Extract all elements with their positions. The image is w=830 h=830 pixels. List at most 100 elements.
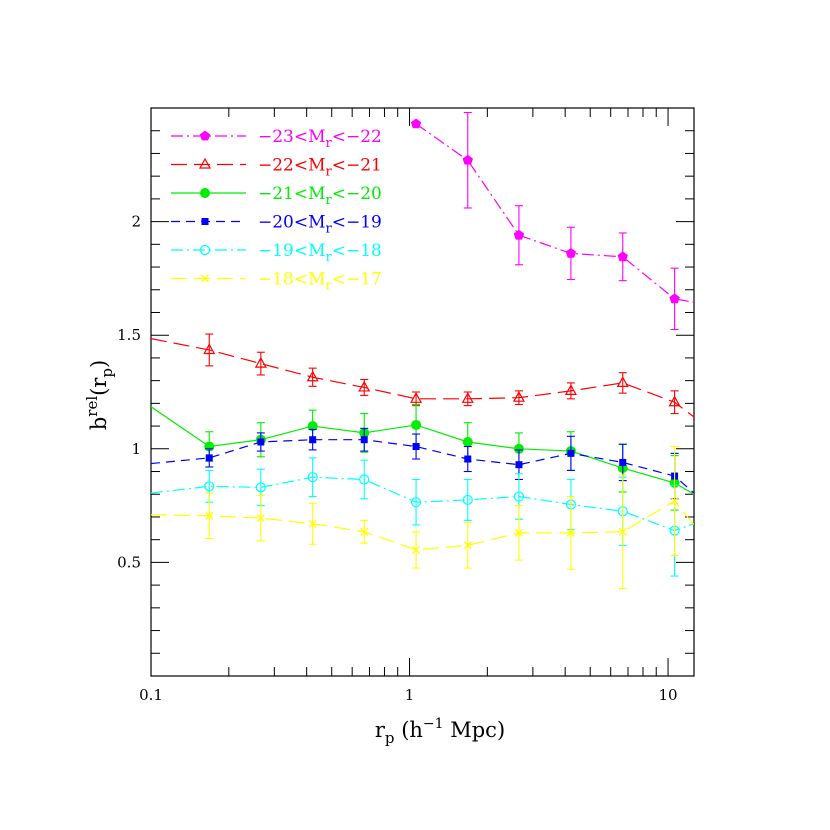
error-bar (360, 459, 369, 500)
data-point-marker (513, 491, 525, 502)
y-tick-label: 1.5 (117, 326, 141, 344)
data-point-marker (307, 472, 318, 483)
data-point-marker (566, 528, 575, 537)
data-point-marker (201, 274, 209, 283)
legend-label: −18<Mr<−17 (258, 270, 382, 294)
data-point-marker (360, 527, 369, 536)
data-point-marker (306, 370, 319, 382)
data-point-marker (668, 395, 681, 407)
series-line (151, 476, 694, 532)
data-point-marker (462, 436, 473, 447)
data-point-marker (204, 481, 215, 492)
series-line (151, 406, 694, 495)
marker-stroke (463, 541, 472, 550)
data-point-marker (565, 247, 577, 258)
legend-item: −18<Mr<−17 (171, 270, 382, 294)
series-6 (151, 445, 694, 590)
data-point-marker (410, 497, 422, 508)
data-point-marker (617, 251, 628, 262)
data-point-marker (200, 188, 210, 198)
marker-stroke (205, 511, 214, 520)
data-point-marker (462, 494, 473, 506)
legend-label: −22<Mr<−21 (258, 156, 382, 180)
y-axis-label: brel(rp) (83, 360, 116, 430)
data-point-marker (257, 438, 265, 446)
legend-item: −20<Mr<−19 (171, 213, 382, 237)
data-point-marker (254, 356, 267, 368)
data-point-marker (515, 461, 523, 469)
data-point-marker (412, 545, 421, 554)
data-point-marker (462, 154, 473, 165)
marker-stroke (256, 514, 265, 523)
data-point-marker (201, 218, 209, 225)
x-tick-label: 0.1 (139, 686, 163, 704)
data-point-marker (360, 436, 368, 444)
data-point-marker (256, 514, 265, 523)
data-point-marker (669, 293, 680, 304)
data-point-marker (618, 527, 627, 536)
series-line (151, 439, 694, 494)
data-point-marker (308, 519, 317, 528)
series-line (415, 123, 694, 303)
data-point-marker (512, 390, 525, 402)
series-4 (151, 427, 694, 500)
marker-stroke (618, 527, 627, 536)
data-point-marker (205, 511, 214, 520)
data-point-marker (513, 229, 525, 240)
error-bar (205, 333, 214, 367)
series-2 (151, 333, 694, 418)
error-bar (463, 478, 472, 521)
data-point-marker (411, 419, 422, 430)
legend-label: −23<Mr<−22 (258, 127, 382, 151)
data-point-marker (461, 392, 474, 403)
data-point-marker (199, 130, 211, 141)
series-5 (151, 457, 694, 577)
marker-stroke (308, 519, 317, 528)
x-tick-label: 10 (659, 686, 678, 704)
legend-label: −21<Mr<−20 (258, 184, 382, 208)
data-point-marker (564, 384, 577, 395)
legend: −23<Mr<−22 −22<Mr<−21 −21<Mr<−20 −20<Mr<−19… (171, 127, 382, 294)
marker-stroke (412, 545, 421, 554)
series-line (151, 500, 694, 551)
error-bar (256, 351, 265, 376)
legend-item: −23<Mr<−22 (171, 127, 382, 151)
marker-stroke (514, 528, 523, 537)
data-point-marker (359, 474, 370, 485)
data-point-marker (198, 157, 212, 169)
data-point-marker (309, 436, 317, 444)
legend-label: −20<Mr<−19 (258, 213, 382, 237)
error-bar (308, 457, 317, 498)
legend-item: −22<Mr<−21 (171, 156, 382, 180)
series-layer (151, 111, 694, 590)
data-point-marker (514, 528, 523, 537)
data-point-marker (464, 455, 472, 463)
data-point-marker (358, 380, 371, 392)
data-point-marker (255, 482, 266, 493)
marker-stroke (566, 528, 575, 537)
y-tick-label: 2 (131, 213, 141, 231)
series-3 (151, 403, 694, 511)
series-1 (410, 111, 694, 331)
data-point-marker (567, 449, 575, 457)
legend-item: −19<Mr<−18 (171, 241, 382, 265)
y-tick-label: 0.5 (117, 553, 141, 571)
x-axis-label: rp (h−1 Mpc) (375, 716, 505, 747)
error-bar (618, 372, 627, 394)
error-bar (412, 478, 421, 526)
data-point-marker (616, 376, 629, 388)
axis-tick-labels: 0.1 1 10 0.5 1 1.5 2 (117, 213, 677, 704)
data-point-marker (199, 244, 211, 256)
data-point-marker (410, 392, 423, 403)
error-bar (670, 390, 679, 415)
data-point-marker (205, 454, 213, 462)
series-line (151, 338, 694, 418)
data-point-marker (670, 497, 679, 506)
y-tick-label: 1 (131, 440, 141, 458)
marker-stroke (360, 527, 369, 536)
marker-stroke (670, 497, 679, 506)
data-point-marker (412, 443, 420, 451)
legend-item: −21<Mr<−20 (171, 184, 382, 208)
marker-stroke (201, 274, 209, 283)
